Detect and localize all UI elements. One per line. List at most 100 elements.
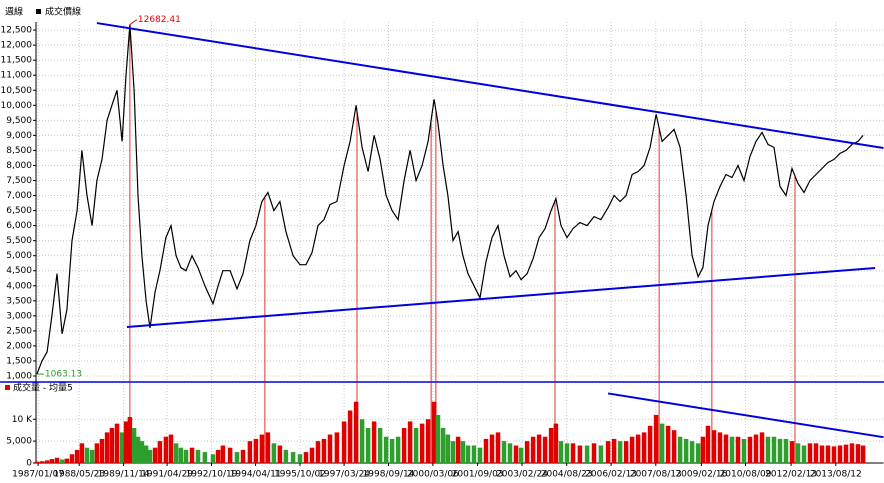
volume-bar: [347, 410, 353, 463]
y-tick-label: 10,500: [1, 86, 33, 96]
volume-bar: [513, 445, 519, 463]
volume-bar: [570, 443, 576, 463]
volume-bar: [359, 419, 365, 463]
volume-bar: [247, 441, 253, 463]
volume-bar: [195, 449, 201, 463]
volume-bar: [584, 445, 590, 463]
volume-bar: [395, 436, 401, 463]
volume-bar: [460, 441, 466, 463]
volume-bar: [831, 446, 837, 463]
volume-bar: [123, 421, 129, 463]
legend-label: 成交價線: [45, 6, 81, 18]
volume-bar: [445, 434, 451, 463]
y-tick-label: 3,500: [6, 296, 32, 306]
volume-bar: [147, 449, 153, 463]
volume-bar: [849, 443, 855, 463]
x-tick-label: 2010/08/09: [720, 470, 772, 480]
y-tick-label: 2,000: [6, 341, 32, 351]
volume-bar: [89, 449, 95, 463]
x-tick-label: 2001/09/03: [452, 470, 504, 480]
y-tick-label: 10 K: [12, 415, 33, 425]
x-tick-label: 2009/02/16: [675, 470, 727, 480]
y-tick-label: 5,500: [6, 236, 32, 246]
volume-bar: [127, 417, 133, 463]
volume-bar: [723, 434, 729, 463]
volume-bar: [425, 419, 431, 463]
x-tick-label: 1988/05/23: [53, 470, 105, 480]
volume-bar: [795, 443, 801, 463]
x-tick-label: 1995/10/02: [274, 470, 326, 480]
volume-bar: [215, 449, 221, 463]
x-tick-label: 2003/02/24: [496, 470, 548, 480]
trend-line: [126, 267, 876, 328]
x-tick-label: 2013/08/12: [810, 470, 862, 480]
volume-bar: [341, 421, 347, 463]
volume-bar: [152, 447, 158, 463]
annotation: 1063.13: [45, 370, 82, 380]
y-tick-label: 6,500: [6, 206, 32, 216]
volume-bar: [74, 449, 80, 463]
y-tick-label: 6,000: [6, 221, 32, 231]
legend-swatch: [36, 9, 41, 14]
y-tick-label: 9,000: [6, 131, 32, 141]
volume-bar: [49, 459, 55, 463]
volume-bar: [240, 449, 246, 463]
volume-bar: [178, 447, 184, 463]
x-tick-label: 1992/10/19: [186, 470, 238, 480]
volume-bar: [265, 432, 271, 463]
volume-bar: [483, 438, 489, 463]
volume-bar: [315, 441, 321, 463]
volume-bar: [94, 443, 100, 463]
volume-bar: [577, 445, 583, 463]
legend-label: 成交量 - 均量5: [13, 382, 73, 394]
volume-bar: [617, 441, 623, 463]
volume-bar: [777, 438, 783, 463]
volume-bar: [189, 447, 195, 463]
volume-bar: [689, 441, 695, 463]
volume-bar: [143, 445, 149, 463]
volume-bar: [109, 428, 115, 463]
x-tick-label: 1987/01/07: [12, 470, 64, 480]
volume-bar: [843, 444, 849, 463]
y-tick-label: 12,500: [1, 26, 33, 36]
volume-bar: [807, 443, 813, 463]
volume-bar: [59, 459, 65, 463]
volume-bar: [507, 443, 513, 463]
x-tick-label: 1989/11/14: [98, 470, 150, 480]
annotation-leader: [129, 19, 138, 26]
volume-bar: [377, 428, 383, 463]
volume-bar: [735, 436, 741, 463]
volume-bar: [747, 436, 753, 463]
volume-bar: [729, 436, 735, 463]
volume-bar: [413, 428, 419, 463]
y-tick-label: 11,500: [1, 56, 33, 66]
volume-bar: [168, 434, 174, 463]
volume-bar: [765, 436, 771, 463]
volume-bar: [801, 445, 807, 463]
volume-bar: [548, 428, 554, 463]
y-tick-label: 9,500: [6, 116, 32, 126]
volume-bar: [64, 458, 70, 463]
y-tick-label: 10,000: [1, 101, 33, 111]
volume-bar: [234, 452, 240, 463]
y-tick-label: 1,000: [6, 371, 32, 381]
volume-bar: [819, 445, 825, 463]
volume-bar: [813, 443, 819, 463]
volume-bar: [297, 454, 303, 463]
volume-bar: [605, 441, 611, 463]
volume-bar: [558, 441, 564, 463]
volume-bar: [495, 432, 501, 463]
volume-bar: [623, 441, 629, 463]
volume-bar: [759, 432, 765, 463]
x-tick-label: 2012/02/13: [765, 470, 817, 480]
chart-title: 週線: [5, 6, 23, 18]
volume-bar: [789, 441, 795, 463]
volume-bar: [647, 425, 653, 463]
volume-bar: [283, 449, 289, 463]
volume-bar: [131, 428, 137, 463]
volume-bar: [477, 447, 483, 463]
y-tick-label: 0: [26, 459, 32, 469]
volume-bar: [44, 460, 50, 463]
y-tick-label: 7,500: [6, 176, 32, 186]
